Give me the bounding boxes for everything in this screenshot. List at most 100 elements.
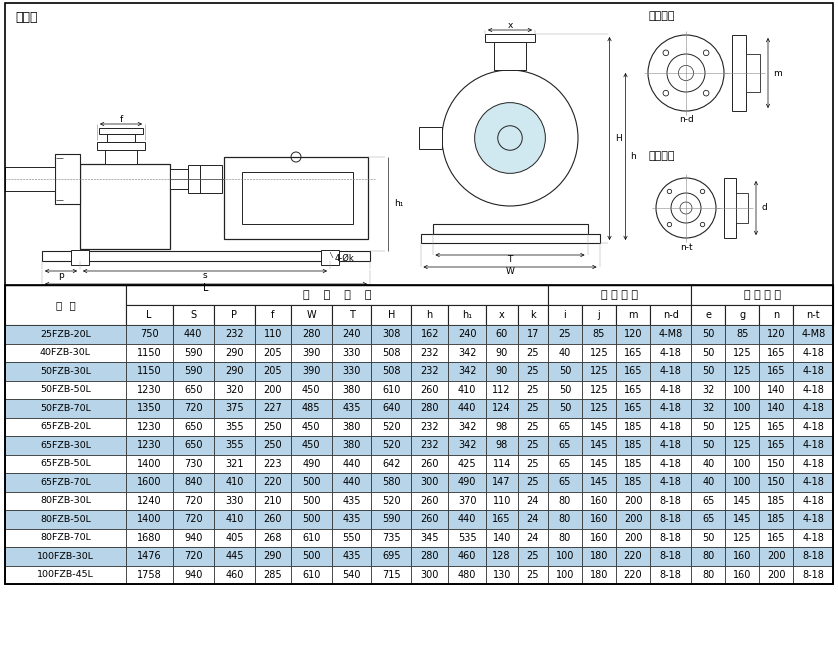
Bar	[691, 285, 833, 305]
Text: 165: 165	[623, 366, 642, 376]
Text: 490: 490	[303, 459, 320, 469]
Bar	[200, 165, 222, 193]
Text: 440: 440	[343, 459, 361, 469]
Bar	[582, 529, 616, 547]
Bar	[486, 399, 518, 418]
Text: 342: 342	[458, 348, 476, 358]
Bar	[411, 547, 448, 565]
Text: 330: 330	[343, 348, 361, 358]
Bar	[291, 325, 332, 344]
Text: 150: 150	[767, 477, 786, 487]
Bar	[214, 436, 255, 454]
Text: 50: 50	[702, 440, 715, 450]
Text: 185: 185	[623, 459, 642, 469]
Bar	[214, 529, 255, 547]
Text: 260: 260	[421, 459, 439, 469]
Bar	[418, 127, 442, 149]
Bar	[55, 154, 80, 204]
Text: 200: 200	[623, 514, 642, 524]
Bar	[214, 362, 255, 380]
Bar	[582, 305, 616, 325]
Bar	[5, 510, 126, 529]
Text: 4-18: 4-18	[802, 385, 824, 395]
Bar	[691, 380, 726, 399]
Text: P: P	[231, 310, 237, 320]
Text: 940: 940	[184, 570, 202, 580]
Text: i: i	[563, 310, 566, 320]
Bar	[616, 547, 650, 565]
Bar	[582, 491, 616, 510]
Bar	[5, 418, 126, 436]
Bar	[726, 362, 759, 380]
Text: 720: 720	[184, 551, 203, 561]
Bar	[518, 454, 548, 473]
Bar	[432, 224, 587, 234]
Text: 长支架: 长支架	[15, 11, 38, 24]
Bar	[411, 399, 448, 418]
Text: 24: 24	[526, 533, 539, 543]
Text: 进 口 法 兰: 进 口 法 兰	[601, 290, 638, 300]
Text: 4-18: 4-18	[660, 440, 681, 450]
Bar	[794, 547, 833, 565]
Text: 124: 124	[493, 403, 511, 413]
Bar	[518, 344, 548, 362]
Text: 140: 140	[768, 385, 785, 395]
Bar	[759, 305, 794, 325]
Text: 98: 98	[495, 440, 508, 450]
Bar	[173, 491, 214, 510]
Text: n-d: n-d	[679, 116, 693, 124]
Text: 1240: 1240	[137, 495, 162, 506]
Text: 220: 220	[623, 570, 642, 580]
Bar	[650, 325, 691, 344]
Bar	[691, 510, 726, 529]
Text: x: x	[499, 310, 504, 320]
Bar	[726, 454, 759, 473]
Text: 4-18: 4-18	[802, 348, 824, 358]
Bar	[794, 325, 833, 344]
Bar	[291, 344, 332, 362]
Text: 25FZB-20L: 25FZB-20L	[40, 330, 91, 338]
Bar	[548, 454, 582, 473]
Bar	[486, 418, 518, 436]
Text: 370: 370	[458, 495, 476, 506]
Text: 500: 500	[302, 514, 321, 524]
Text: 375: 375	[225, 403, 244, 413]
Text: 280: 280	[421, 551, 439, 561]
Bar	[759, 491, 794, 510]
Text: 260: 260	[421, 385, 439, 395]
Bar	[486, 454, 518, 473]
Bar	[255, 510, 291, 529]
Bar	[582, 325, 616, 344]
Bar	[616, 436, 650, 454]
Bar	[794, 436, 833, 454]
Bar	[126, 565, 173, 584]
Text: 220: 220	[263, 477, 282, 487]
Text: 1600: 1600	[137, 477, 162, 487]
Text: 540: 540	[343, 570, 361, 580]
Bar	[548, 491, 582, 510]
Text: 590: 590	[382, 514, 401, 524]
Text: 720: 720	[184, 403, 203, 413]
Text: 40FZB-30L: 40FZB-30L	[40, 348, 91, 357]
Bar	[616, 399, 650, 418]
Bar	[126, 325, 173, 344]
Text: 180: 180	[590, 551, 608, 561]
Text: 280: 280	[421, 403, 439, 413]
Text: 140: 140	[493, 533, 511, 543]
Bar	[332, 436, 371, 454]
Bar	[5, 454, 126, 473]
Bar	[173, 529, 214, 547]
Bar	[291, 565, 332, 584]
Text: 180: 180	[590, 570, 608, 580]
Text: 450: 450	[302, 440, 321, 450]
Bar	[214, 565, 255, 584]
Bar	[726, 380, 759, 399]
Text: 25: 25	[526, 440, 539, 450]
Bar	[291, 362, 332, 380]
Text: 65: 65	[702, 514, 715, 524]
Text: 140: 140	[768, 403, 785, 413]
Text: 114: 114	[493, 459, 511, 469]
Bar	[291, 380, 332, 399]
Text: 840: 840	[184, 477, 202, 487]
Text: 25: 25	[559, 329, 572, 339]
